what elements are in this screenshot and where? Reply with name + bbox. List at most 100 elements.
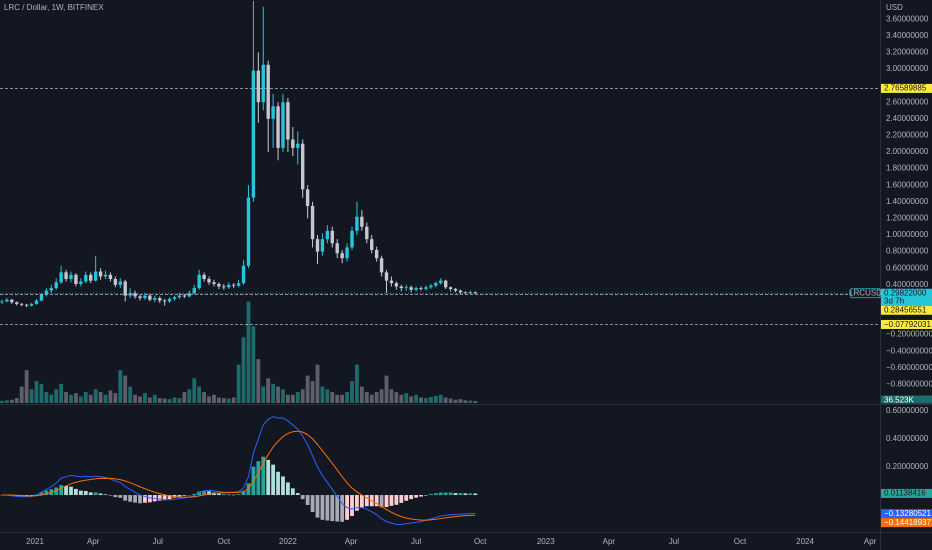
macd-tick-label: 0.60000000 bbox=[886, 406, 929, 415]
candle-body bbox=[281, 102, 285, 148]
volume-bar bbox=[44, 392, 49, 403]
volume-bar bbox=[350, 381, 354, 403]
volume-bar bbox=[379, 389, 384, 403]
histogram-bar bbox=[295, 493, 300, 496]
candle-body bbox=[340, 253, 344, 259]
candle-body bbox=[187, 293, 192, 297]
candle-body bbox=[148, 295, 152, 300]
candle-body bbox=[162, 300, 167, 302]
candle-body bbox=[414, 288, 418, 290]
y-tick-label: 3.60000000 bbox=[886, 14, 929, 23]
candle-body bbox=[79, 281, 83, 284]
histogram-bar bbox=[29, 495, 34, 496]
candle-body bbox=[271, 106, 275, 119]
x-tick-label: Jul bbox=[669, 537, 679, 546]
volume-bar bbox=[276, 386, 280, 403]
hline-label-box bbox=[881, 319, 932, 329]
y-tick-label: 0.40000000 bbox=[886, 280, 929, 289]
volume-bar bbox=[389, 389, 394, 403]
histogram-bar bbox=[355, 495, 359, 511]
histogram-bar bbox=[409, 495, 414, 500]
volume-bar bbox=[374, 392, 379, 403]
macd-line bbox=[1, 416, 476, 525]
histogram-bar bbox=[443, 492, 448, 496]
candle-body bbox=[434, 283, 438, 286]
candle-body bbox=[379, 258, 384, 273]
candle-body bbox=[49, 288, 53, 291]
volume-bar bbox=[251, 326, 256, 403]
histogram-bar bbox=[340, 495, 345, 522]
histogram-bar bbox=[138, 495, 142, 504]
volume-bar bbox=[74, 393, 78, 403]
histogram-bar bbox=[389, 495, 394, 506]
histogram-bar bbox=[414, 495, 418, 498]
volume-bar bbox=[157, 398, 162, 403]
x-tick-label: 2023 bbox=[537, 537, 555, 546]
histogram-bar bbox=[404, 495, 409, 501]
volume-bar bbox=[138, 396, 142, 403]
volume-bar bbox=[128, 386, 133, 403]
candle-body bbox=[207, 278, 211, 283]
candle-body bbox=[192, 288, 196, 294]
candle-body bbox=[59, 272, 63, 283]
candle-body bbox=[15, 302, 19, 304]
histogram-bar bbox=[384, 495, 389, 508]
volume-bar bbox=[256, 359, 261, 403]
volume-bar bbox=[187, 389, 192, 403]
histogram-last-label: 0.01138416 bbox=[884, 489, 926, 498]
candle-body bbox=[84, 274, 88, 282]
volume-bar bbox=[108, 390, 113, 403]
candle-body bbox=[118, 281, 122, 285]
candle-body bbox=[44, 290, 49, 295]
histogram-bar bbox=[261, 456, 266, 496]
volume-bar bbox=[221, 398, 226, 403]
candle-body bbox=[217, 283, 221, 287]
candle-body bbox=[54, 282, 58, 289]
volume-bar bbox=[424, 398, 428, 403]
volume-bar bbox=[290, 394, 295, 403]
volume-bar bbox=[355, 364, 359, 403]
volume-bar bbox=[216, 397, 221, 403]
candle-body bbox=[138, 296, 142, 299]
histogram-bar bbox=[281, 476, 285, 496]
histogram-bar bbox=[64, 485, 68, 496]
volume-bar bbox=[438, 394, 443, 403]
volume-bar bbox=[9, 399, 14, 403]
macd-tick-label: 0.20000000 bbox=[886, 462, 929, 471]
candle-body bbox=[404, 287, 408, 289]
volume-bar bbox=[468, 400, 473, 403]
volume-bar bbox=[236, 364, 241, 403]
histogram-bar bbox=[276, 471, 280, 496]
histogram-bar bbox=[74, 488, 78, 496]
y-tick-label: −0.60000000 bbox=[886, 363, 932, 372]
histogram-bar bbox=[374, 495, 379, 507]
histogram-bar bbox=[88, 492, 93, 496]
candle-body bbox=[424, 287, 428, 289]
volume-bar bbox=[19, 386, 24, 403]
volume-bar bbox=[394, 392, 399, 403]
x-tick-label: Apr bbox=[864, 537, 877, 546]
candle-body bbox=[419, 288, 423, 289]
volume-bar bbox=[241, 337, 246, 403]
candle-body bbox=[113, 278, 118, 285]
volume-bar bbox=[335, 394, 340, 403]
volume-bar bbox=[167, 399, 172, 403]
histogram-bar bbox=[468, 493, 473, 496]
candle-body bbox=[251, 70, 256, 198]
y-tick-label: 2.00000000 bbox=[886, 147, 929, 156]
candle-body bbox=[227, 284, 231, 288]
histogram-bar bbox=[162, 495, 167, 501]
volume-bar bbox=[29, 389, 34, 403]
hline-label: −0.07792031 bbox=[884, 320, 931, 329]
candle-body bbox=[473, 292, 477, 294]
candle-body bbox=[310, 205, 315, 240]
y-tick-label: 3.20000000 bbox=[886, 47, 929, 56]
histogram-bar bbox=[241, 491, 246, 496]
volume-bar bbox=[305, 375, 310, 403]
volume-bar bbox=[359, 386, 364, 403]
macd-last-label-box bbox=[881, 518, 932, 528]
candle-body bbox=[158, 298, 162, 301]
histogram-bar bbox=[271, 464, 276, 496]
volume-bar bbox=[315, 364, 320, 403]
histogram-bar bbox=[98, 493, 103, 496]
